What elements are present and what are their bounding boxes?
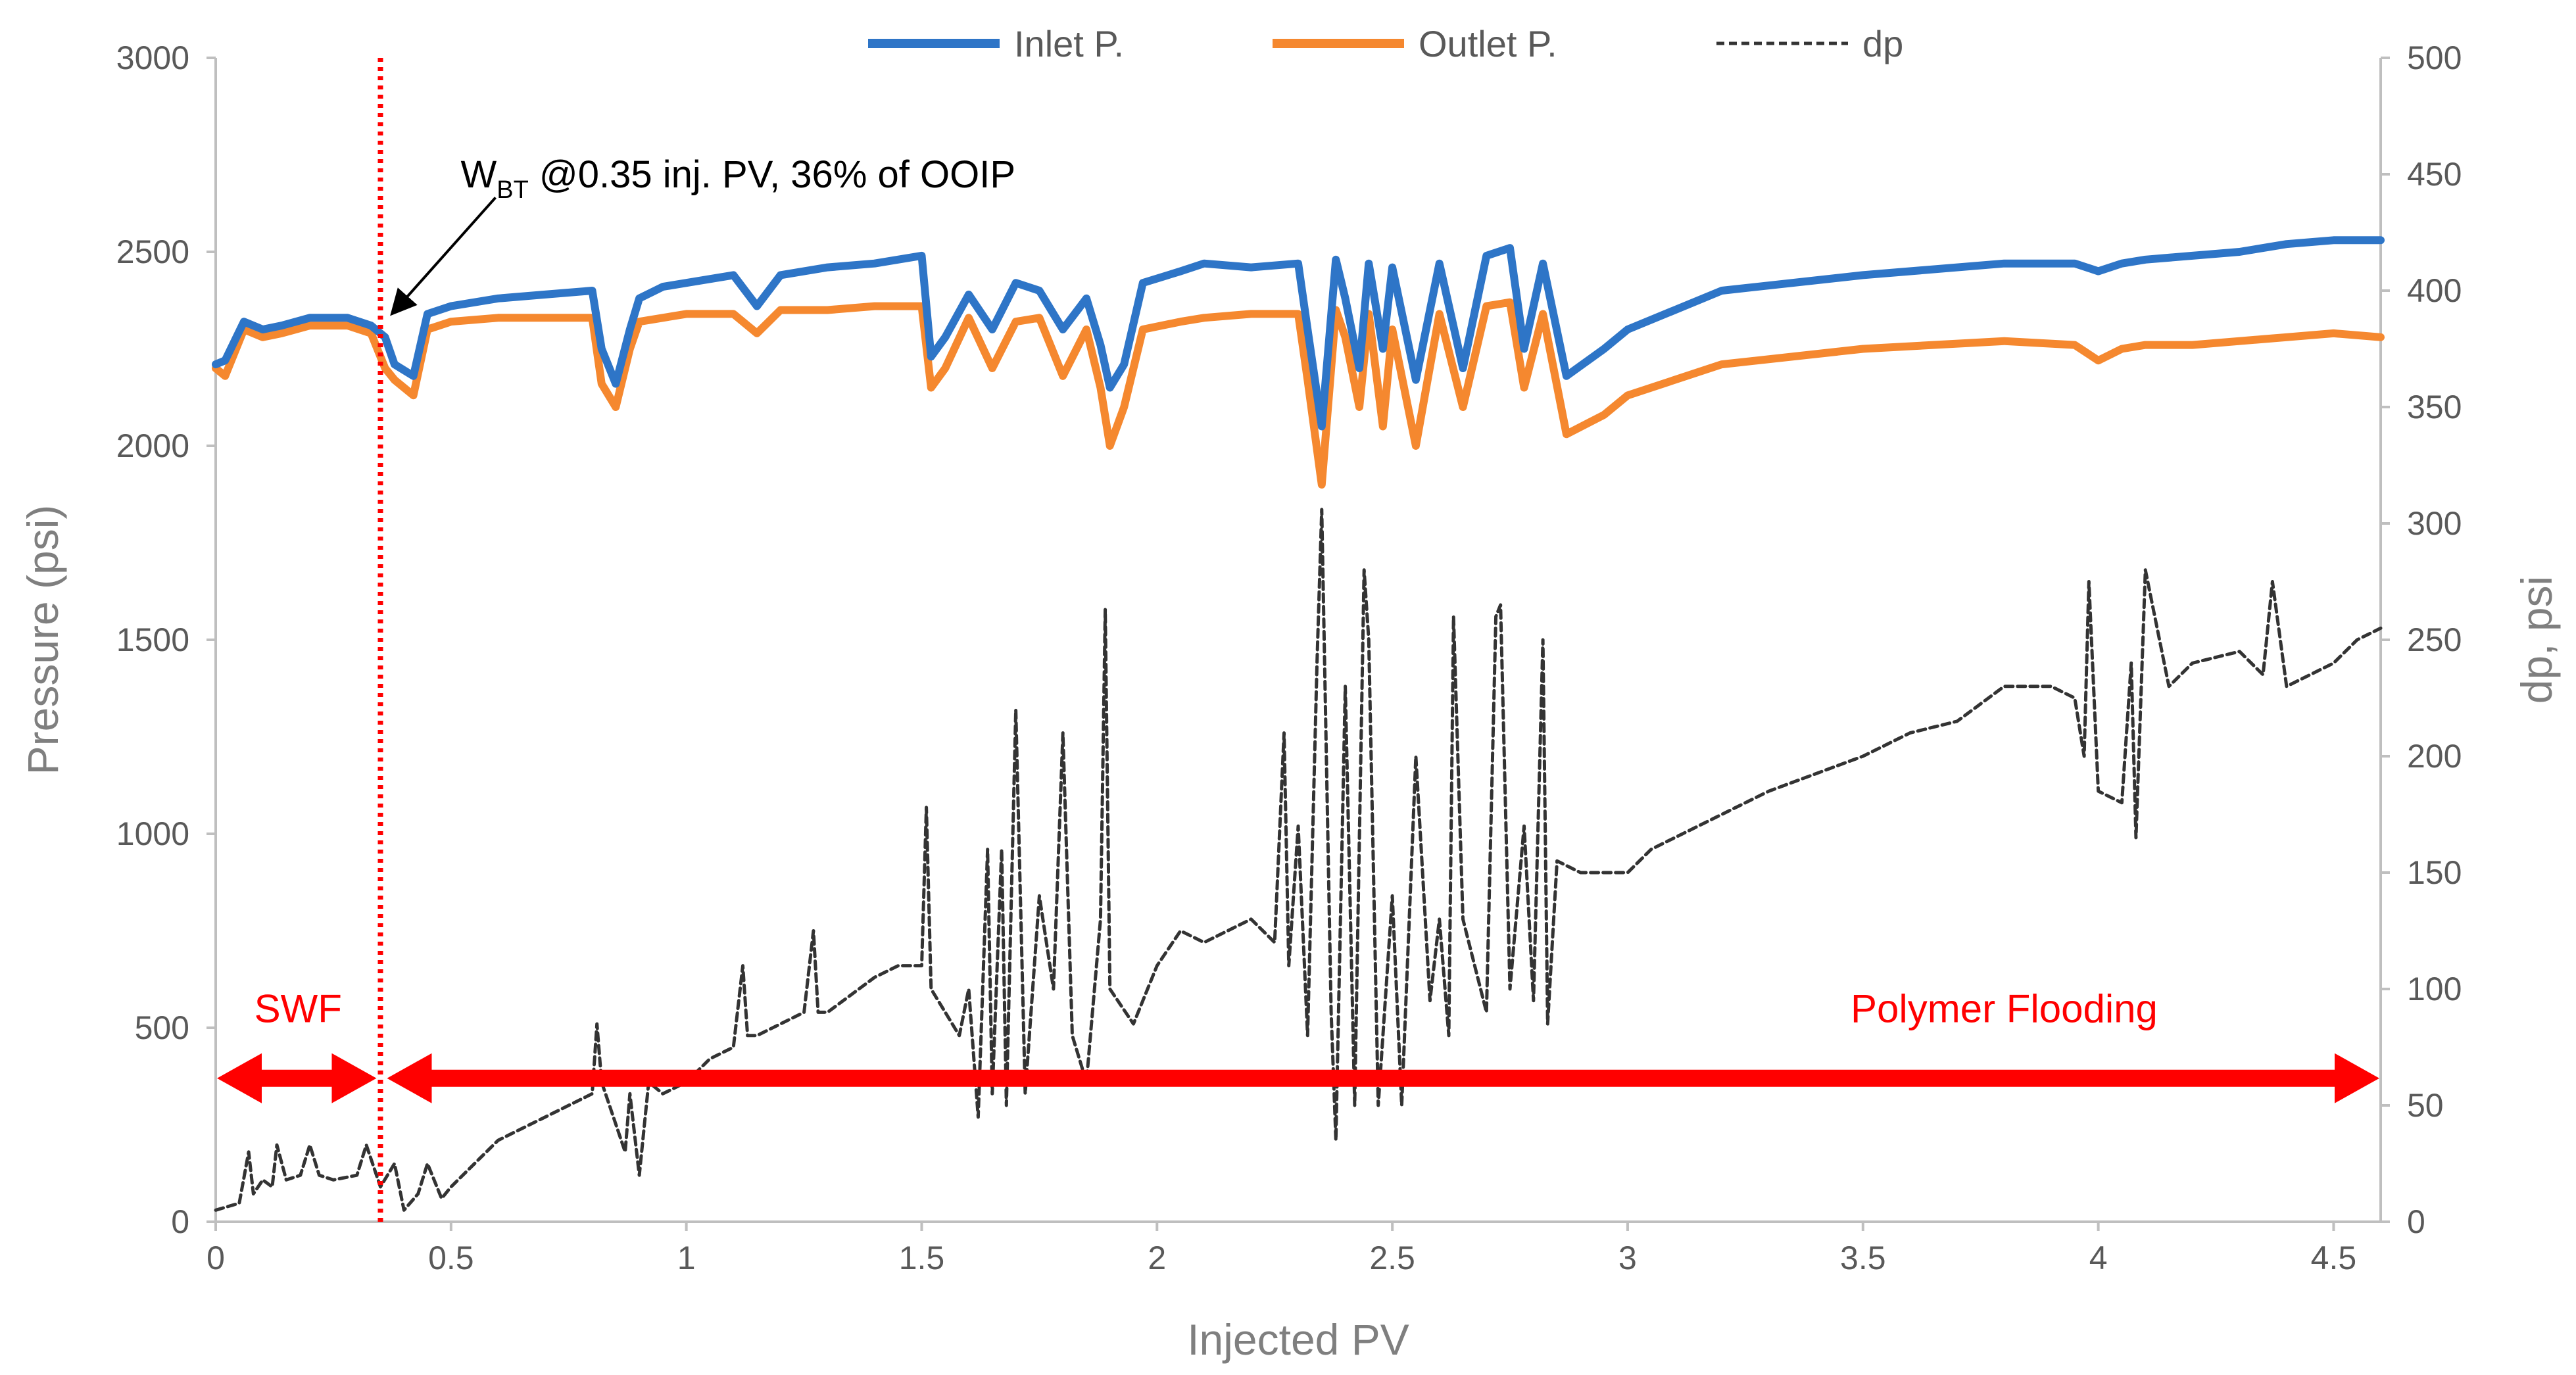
x-tick-label: 1.5: [899, 1240, 945, 1276]
y2-tick-label: 300: [2407, 505, 2462, 542]
arrow-shape: [387, 1053, 2379, 1103]
breakthrough-label-subscript: BT: [497, 176, 529, 204]
x-tick-label: 3.5: [1840, 1240, 1886, 1276]
y-tick-label: 2000: [116, 427, 189, 464]
breakthrough-label: WBT @0.35 inj. PV, 36% of OOIP: [460, 153, 1015, 204]
x-tick-labels: 0 0.5 1 1.5 2 2.5 3 3.5 4 4.5: [207, 1222, 2356, 1276]
y-tick-label: 0: [171, 1203, 189, 1240]
series-layer: [212, 236, 2385, 1212]
arrow-shape: [217, 1053, 377, 1103]
y2-tick-label: 50: [2407, 1087, 2444, 1124]
y2-tick-labels: 0 50 100 150 200 250 300 350 400 450 500: [2381, 39, 2462, 1240]
x-tick-label: 4: [2089, 1240, 2108, 1276]
x-tick-label: 2: [1148, 1240, 1166, 1276]
y2-tick-label: 200: [2407, 738, 2462, 775]
series-line: [214, 508, 2383, 1212]
legend: Inlet P. Outlet P. dp: [868, 23, 1903, 64]
y-tick-labels: 0 500 1000 1500 2000 2500 3000: [116, 39, 216, 1240]
x-axis-title: Injected PV: [1187, 1315, 1409, 1364]
x-tick-label: 0.5: [428, 1240, 474, 1276]
swf-label: SWF: [255, 987, 342, 1031]
y2-tick-label: 250: [2407, 621, 2462, 658]
legend-label-outlet: Outlet P.: [1419, 23, 1557, 64]
swf-arrow: [217, 1053, 377, 1103]
y-tick-label: 500: [135, 1009, 189, 1046]
x-tick-label: 2.5: [1369, 1240, 1415, 1276]
y-tick-label: 1500: [116, 621, 189, 658]
breakthrough-callout-arrow: [390, 197, 497, 316]
x-tick-label: 1: [677, 1240, 696, 1276]
series-inlet-p: [212, 236, 2385, 431]
series-dp: [214, 508, 2383, 1212]
y-axis-title: Pressure (psi): [18, 505, 67, 775]
polymer-arrow: [387, 1053, 2379, 1103]
y2-tick-label: 500: [2407, 39, 2462, 76]
y2-tick-label: 150: [2407, 854, 2462, 891]
y2-tick-label: 450: [2407, 156, 2462, 193]
y-tick-label: 1000: [116, 815, 189, 852]
plot-area: 0 0.5 1 1.5 2 2.5 3 3.5 4 4.5 0500100015002000250…: [116, 39, 2462, 1276]
y-tick-label: 2500: [116, 233, 189, 270]
y2-axis-title: dp, psi: [2512, 576, 2561, 704]
y2-tick-label: 0: [2407, 1203, 2425, 1240]
annotation-layer: SWF Polymer Flooding WBT @0.35 inj. PV, 36…: [217, 58, 2379, 1222]
y2-tick-label: 400: [2407, 272, 2462, 309]
breakthrough-label-text: @0.35 inj. PV, 36% of OOIP: [529, 153, 1015, 196]
y2-tick-label: 350: [2407, 389, 2462, 425]
legend-label-inlet: Inlet P.: [1014, 23, 1124, 64]
series-outlet-p: [212, 298, 2385, 489]
series-line: [212, 236, 2385, 431]
x-tick-label: 0: [207, 1240, 225, 1276]
y2-tick-label: 100: [2407, 971, 2462, 1007]
legend-label-dp: dp: [1862, 23, 1903, 64]
y-tick-label: 3000: [116, 39, 189, 76]
series-line: [212, 298, 2385, 489]
breakthrough-label-w: W: [460, 153, 497, 196]
polymer-flooding-label: Polymer Flooding: [1851, 987, 2158, 1031]
x-tick-label: 3: [1618, 1240, 1637, 1276]
x-tick-label: 4.5: [2311, 1240, 2357, 1276]
